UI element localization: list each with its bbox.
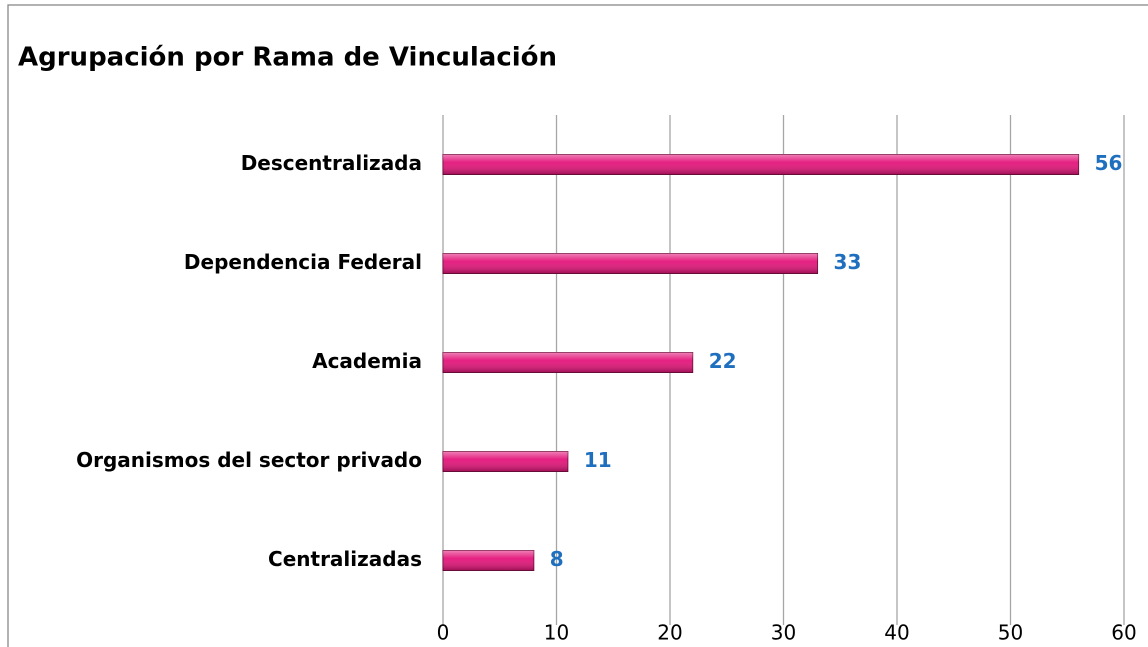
bar xyxy=(442,550,535,571)
x-tick-label: 60 xyxy=(1111,621,1136,645)
y-tick-label: Dependencia Federal xyxy=(184,250,422,274)
data-label: 56 xyxy=(1095,151,1123,175)
x-tick-label: 0 xyxy=(437,621,450,645)
y-tick-label: Descentralizada xyxy=(241,151,422,175)
x-tick-label: 10 xyxy=(544,621,569,645)
data-label: 22 xyxy=(709,349,737,373)
bar xyxy=(442,352,694,373)
x-tick-label: 50 xyxy=(998,621,1023,645)
data-label: 11 xyxy=(584,448,612,472)
data-label: 8 xyxy=(550,547,564,571)
bar xyxy=(442,451,569,472)
y-tick-label: Centralizadas xyxy=(268,547,422,571)
bar xyxy=(442,154,1080,175)
y-tick-label: Academia xyxy=(312,349,422,373)
x-tick-label: 40 xyxy=(884,621,909,645)
x-tick-label: 30 xyxy=(771,621,796,645)
chart-border xyxy=(7,4,1148,647)
bar xyxy=(442,253,819,274)
chart-title: Agrupación por Rama de Vinculación xyxy=(18,43,557,73)
x-tick-label: 20 xyxy=(657,621,682,645)
data-label: 33 xyxy=(834,250,862,274)
y-tick-label: Organismos del sector privado xyxy=(76,448,422,472)
